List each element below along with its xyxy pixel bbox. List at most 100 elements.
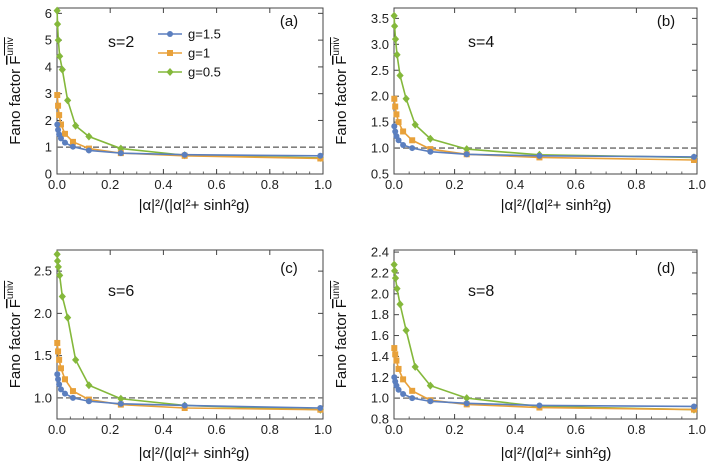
y-axis-title: Fano factor Funiv	[331, 281, 350, 389]
y-axis-title-text: Fano factor	[7, 308, 24, 388]
x-axis-title: |α|²/(|α|²+ sinh²g)	[501, 197, 612, 214]
data-point	[409, 395, 416, 402]
legend-entry: g=1.5	[158, 27, 221, 42]
panel-a: 0.0 0.2 0.4 0.6 0.8 1.0 0 1 2 3 4 5 6 s=2 (a) |α|²/(|α|…	[5, 6, 332, 214]
data-point	[85, 381, 93, 390]
legend: g=1.5 g=1 g=0.5	[158, 27, 221, 80]
parameter-annotation: s=2	[108, 34, 134, 51]
y-axis-title-text: Fano factor	[333, 65, 350, 145]
panel-letter: (b)	[657, 13, 675, 30]
data-point	[117, 394, 125, 403]
data-point	[64, 313, 72, 322]
data-point	[57, 365, 64, 372]
data-point	[53, 20, 62, 29]
data-point	[56, 112, 63, 119]
data-point	[61, 130, 68, 137]
panel-letter: (c)	[280, 260, 298, 277]
data-point	[58, 65, 66, 74]
y-axis-title-symbol: F	[7, 299, 24, 308]
data-point	[536, 402, 543, 409]
data-point	[54, 121, 61, 128]
panel-d: 0.0 0.2 0.4 0.6 0.8 1.0 0.8 1.0 1.2 1.4 1.6 1.8 2.0 2…	[331, 245, 706, 462]
data-point	[396, 71, 404, 80]
data-point	[393, 357, 400, 364]
data-point	[85, 147, 92, 154]
svg-text:Fano factor Funiv: Fano factor Funiv	[331, 281, 350, 389]
y-tick-label: 2.4	[371, 245, 389, 260]
parameter-annotation: s=4	[468, 34, 494, 51]
y-tick-label: 1.6	[371, 328, 389, 343]
data-point	[72, 355, 80, 364]
x-tick-label: 0.2	[101, 177, 119, 192]
series-line	[56, 374, 321, 409]
data-point	[317, 405, 324, 412]
data-point	[61, 390, 68, 397]
data-point	[690, 153, 697, 160]
series-line	[56, 94, 321, 160]
y-axis-title-symbol: F	[333, 299, 350, 308]
data-point	[69, 143, 76, 150]
y-axis-title-symbol: F	[333, 56, 350, 65]
data-point	[56, 356, 63, 363]
y-tick-label: 5	[45, 33, 52, 48]
data-point	[409, 387, 416, 394]
data-point	[463, 400, 470, 407]
data-point	[391, 266, 399, 275]
y-tick-label: 2.5	[371, 63, 389, 78]
data-point	[393, 111, 400, 118]
data-point	[53, 250, 61, 259]
x-tick-label: 0.2	[101, 422, 119, 437]
data-point	[391, 95, 398, 102]
series-line	[56, 254, 321, 411]
data-point	[690, 156, 697, 163]
data-point	[690, 403, 697, 410]
legend-entry: g=0.5	[158, 65, 221, 80]
plot-frame	[393, 249, 698, 420]
data-point	[395, 365, 402, 372]
x-tick-label: 0.6	[208, 422, 226, 437]
data-point	[56, 52, 64, 61]
x-axis-title: |α|²/(|α|²+ sinh²g)	[139, 445, 250, 462]
series-g-1-5	[54, 121, 324, 159]
y-axis-title: Fano factor Funiv	[5, 37, 24, 145]
legend-label: g=1.5	[188, 27, 221, 42]
series-g-1	[54, 339, 324, 413]
data-point	[391, 35, 400, 44]
y-axis-title: Fano factor Funiv	[5, 281, 24, 389]
legend-entry: g=1	[158, 46, 210, 61]
series-line	[393, 264, 694, 411]
svg-text:Fano factor Funiv: Fano factor Funiv	[5, 37, 24, 145]
x-axis-title: |α|²/(|α|²+ sinh²g)	[139, 197, 250, 214]
data-point	[427, 398, 434, 405]
data-point	[61, 139, 68, 146]
legend-label: g=0.5	[188, 65, 221, 80]
y-tick-label: 2.2	[371, 265, 389, 280]
data-point	[400, 128, 407, 135]
y-tick-label: 2.5	[34, 264, 52, 279]
series-line	[393, 15, 694, 159]
panel-c: 0.0 0.2 0.4 0.6 0.8 1.0 1.0 1.5 2.0 2.5 s=6 (c) |α|²…	[5, 249, 332, 462]
data-point	[400, 141, 407, 148]
y-tick-label: 1.5	[371, 115, 389, 130]
data-point	[55, 126, 62, 133]
x-tick-label: 0.2	[446, 422, 464, 437]
data-point	[409, 137, 416, 144]
data-point	[72, 121, 80, 130]
series-g-0-5	[390, 260, 698, 414]
data-point	[117, 400, 124, 407]
x-tick-label: 0.8	[627, 422, 645, 437]
y-tick-label: 0.8	[371, 412, 389, 427]
y-tick-label: 2	[45, 113, 52, 128]
data-point	[391, 274, 400, 283]
panel-letter: (d)	[657, 260, 675, 277]
data-point	[181, 402, 188, 409]
data-point	[117, 150, 124, 157]
y-tick-label: 1.4	[371, 349, 389, 364]
data-point	[690, 406, 697, 413]
y-tick-label: 4	[45, 59, 52, 74]
data-point	[58, 292, 66, 301]
data-point	[55, 348, 62, 355]
data-point	[55, 102, 62, 109]
y-tick-label: 1	[45, 140, 52, 155]
x-axis-title: |α|²/(|α|²+ sinh²g)	[501, 445, 612, 462]
